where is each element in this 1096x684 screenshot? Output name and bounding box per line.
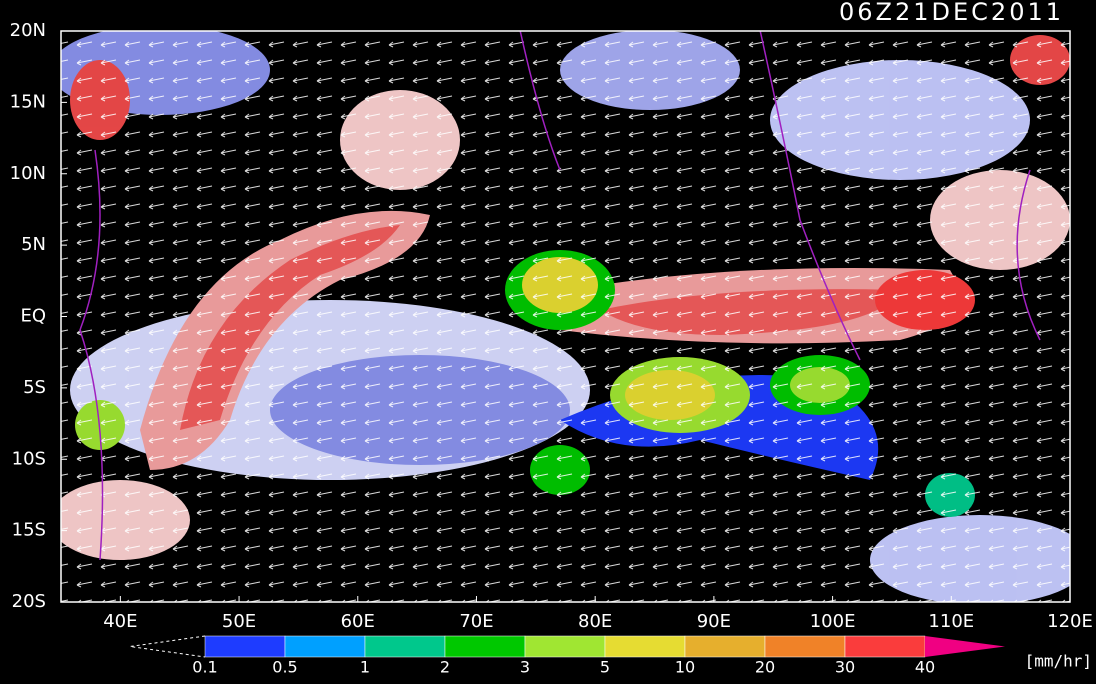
map-title: 06Z21DEC2011 [839,0,1064,26]
colorbar-label: 20 [755,658,775,677]
lon-label: 70E [459,611,493,632]
lon-label: 90E [697,611,731,632]
lon-label: 60E [341,611,375,632]
colorbar-swatch [284,635,366,658]
lat-label: 5S [23,377,46,398]
colorbar-swatch [604,635,686,658]
colorbar-swatch [764,635,846,658]
colorbar-swatch [364,635,446,658]
colorbar-label: 0.1 [192,658,217,677]
colorbar-swatch [444,635,526,658]
colorbar-label: 3 [520,658,530,677]
lat-label: 20S [12,591,46,612]
colorbar-label: 40 [915,658,935,677]
lon-label: 120E [1047,611,1093,632]
colorbar-under [129,635,206,658]
lon-label: 50E [222,611,256,632]
colorbar-label: 0.5 [272,658,297,677]
colorbar: 0.1 0.5 1 2 3 5 10 20 30 40 [mm/hr] [129,635,1092,677]
colorbar-swatch [684,635,766,658]
colorbar-unit: [mm/hr] [1025,652,1092,671]
precip-field [61,31,1070,602]
lat-label: 10N [10,163,46,184]
coastline [79,31,1041,561]
lat-label: 10S [12,448,46,469]
lon-label: 100E [810,611,856,632]
colorbar-label: 1 [360,658,370,677]
lon-label: 110E [928,611,974,632]
lat-label: 20N [10,20,46,41]
colorbar-label: 30 [835,658,855,677]
colorbar-swatch [844,635,926,658]
lat-label: 15S [12,520,46,541]
colorbar-label: 10 [675,658,695,677]
lon-label: 40E [103,611,137,632]
lon-label: 80E [578,611,612,632]
colorbar-label: 2 [440,658,450,677]
lat-label: 15N [10,91,46,112]
colorbar-swatch [524,635,606,658]
colorbar-swatch [204,635,286,658]
colorbar-label: 5 [600,658,610,677]
lat-label: 5N [21,234,46,255]
lat-label: EQ [20,306,46,327]
colorbar-over [925,636,1005,657]
